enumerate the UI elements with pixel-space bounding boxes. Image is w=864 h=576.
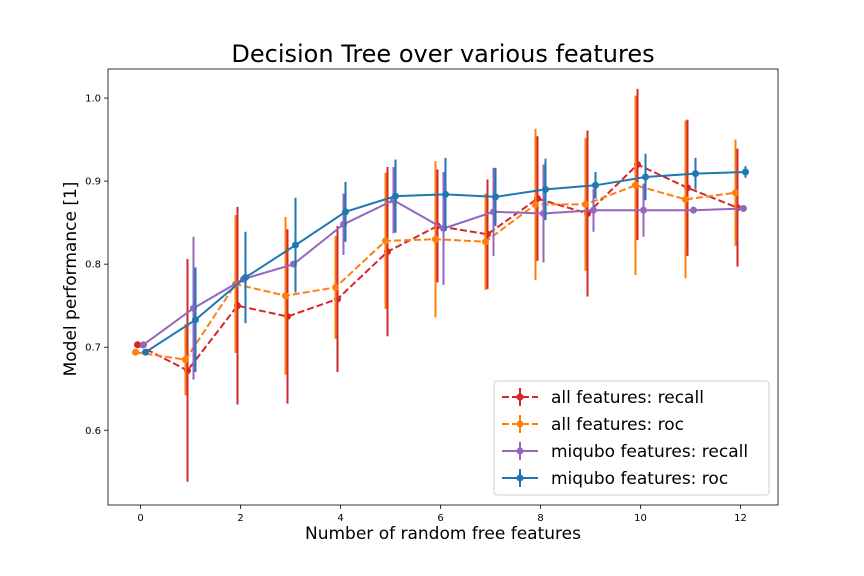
data-point (442, 190, 449, 198)
y-axis-label: Model performance [1] (61, 182, 81, 377)
data-point (742, 168, 749, 176)
legend-label: miqubo features: recall (551, 442, 748, 462)
x-tick-label: 12 (734, 513, 747, 524)
data-point (182, 356, 189, 364)
legend-box (493, 380, 770, 496)
data-point (690, 206, 697, 214)
x-tick-label: 0 (137, 513, 143, 524)
x-tick-label: 8 (537, 513, 543, 524)
legend-item: miqubo features: recall (502, 442, 748, 462)
data-point (592, 181, 599, 189)
x-tick-label: 10 (634, 513, 647, 524)
x-tick-label: 2 (237, 513, 243, 524)
data-point (632, 181, 639, 189)
x-tick-label: 6 (437, 513, 443, 524)
legend-label: all features: recall (551, 388, 704, 408)
legend-label: miqubo features: roc (551, 469, 728, 489)
data-point (682, 195, 689, 203)
data-point (242, 273, 249, 281)
series-all-features-roc (132, 95, 739, 396)
legend-handle-marker (516, 393, 524, 401)
data-point (642, 173, 649, 181)
data-point (392, 192, 399, 200)
data-point (590, 206, 597, 214)
legend-item: all features: recall (502, 388, 704, 408)
legend-item: all features: roc (502, 415, 684, 435)
data-point (640, 206, 647, 214)
data-point (292, 241, 299, 249)
y-tick-label: 0.8 (85, 260, 101, 271)
plot-frame (107, 68, 779, 506)
data-point (134, 341, 141, 349)
x-axis-label: Number of random free features (305, 524, 581, 544)
data-point (192, 316, 199, 324)
y-axis: 0.6 0.7 0.8 0.9 1.0 (85, 94, 108, 437)
data-point (282, 292, 289, 300)
data-point (532, 200, 539, 208)
data-point (542, 185, 549, 193)
series-miqubo-features-roc (142, 153, 749, 373)
data-point (692, 170, 699, 178)
data-point (332, 283, 339, 291)
legend-handle-marker (516, 447, 524, 455)
data-point (740, 205, 747, 213)
y-tick-label: 0.6 (85, 426, 101, 437)
y-tick-label: 1.0 (85, 94, 101, 105)
plot-area (132, 88, 749, 482)
x-tick-label: 4 (337, 513, 343, 524)
legend-label: all features: roc (551, 415, 684, 435)
legend-handle-marker (516, 420, 524, 428)
data-point (140, 341, 147, 349)
legend-item: miqubo features: roc (502, 469, 728, 489)
data-point (482, 238, 489, 246)
y-tick-label: 0.9 (85, 177, 101, 188)
data-point (432, 235, 439, 243)
data-point (492, 193, 499, 201)
data-point (732, 189, 739, 197)
legend-handle-marker (516, 474, 524, 482)
data-point (142, 348, 149, 356)
y-tick-label: 0.7 (85, 343, 101, 354)
data-point (382, 237, 389, 245)
x-axis: 0 2 4 6 8 10 12 (137, 505, 747, 524)
data-point (582, 200, 589, 208)
chart-title: Decision Tree over various features (231, 40, 654, 68)
legend: all features: recall all features: roc miq… (493, 380, 770, 496)
data-point (342, 208, 349, 216)
data-point (132, 348, 139, 356)
